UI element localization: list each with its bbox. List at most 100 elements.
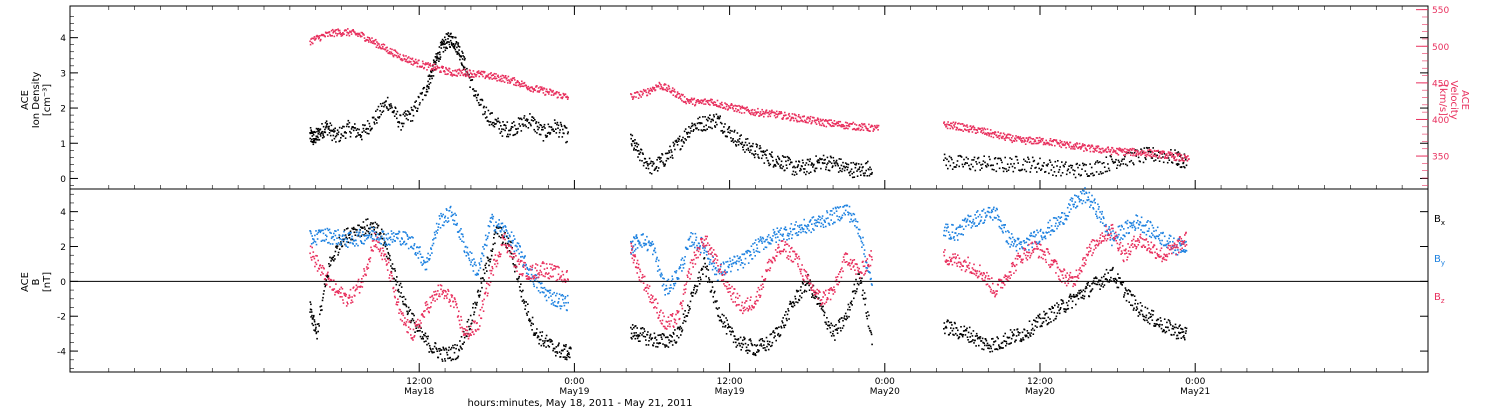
series-density-point: [499, 132, 502, 134]
series-by-point: [310, 243, 313, 245]
series-bx-point: [1089, 285, 1091, 287]
series-velocity-point: [398, 56, 401, 59]
series-velocity-point: [1042, 143, 1045, 146]
series-velocity-point: [986, 128, 989, 130]
series-velocity-point: [556, 91, 558, 93]
series-density-point: [1010, 163, 1012, 165]
series-velocity-point: [954, 123, 956, 125]
series-velocity-point: [1061, 143, 1064, 145]
series-bx-point: [662, 333, 665, 336]
series-bx-point: [1047, 323, 1049, 325]
series-density-point: [1006, 163, 1009, 165]
series-velocity-point: [399, 53, 401, 56]
series-velocity-point: [818, 120, 820, 123]
series-bx-point: [553, 347, 556, 350]
series-bx-point: [1080, 296, 1082, 299]
series-velocity-point: [841, 123, 843, 126]
series-bx-point: [494, 231, 497, 233]
series-bx-point: [447, 357, 449, 360]
series-bx-point: [479, 290, 482, 293]
series-density-point: [490, 123, 493, 126]
series-bx-point: [432, 348, 434, 350]
series-velocity-point: [657, 84, 659, 87]
series-density-point: [774, 165, 777, 167]
series-density-point: [870, 173, 873, 175]
series-density-point: [774, 164, 776, 166]
series-density-point: [516, 131, 519, 133]
series-density-point: [834, 164, 837, 167]
series-bx-point: [1148, 312, 1150, 314]
series-by-point: [758, 251, 761, 253]
series-velocity-point: [815, 119, 817, 122]
series-density-point: [770, 153, 772, 156]
series-by-point: [564, 296, 567, 298]
series-bx-point: [548, 339, 550, 342]
series-velocity-point: [1030, 137, 1032, 140]
series-bx-point: [1004, 332, 1006, 335]
series-by-point: [727, 265, 729, 268]
series-density-point: [782, 165, 784, 168]
series-velocity-point: [757, 111, 760, 113]
series-velocity-point: [470, 76, 472, 78]
series-bx-point: [412, 313, 414, 315]
series-bx-point: [1184, 332, 1187, 334]
series-density-point: [719, 115, 721, 117]
series-density-point: [488, 120, 490, 123]
series-density-point: [1124, 163, 1127, 166]
series-bx-point: [1012, 333, 1015, 335]
series-velocity-point: [410, 60, 412, 63]
series-velocity-point: [795, 119, 798, 122]
series-bx-point: [967, 339, 969, 341]
series-velocity-point: [821, 122, 824, 125]
series-by-point: [744, 257, 747, 260]
series-density-point: [536, 132, 538, 134]
series-density-point: [826, 163, 828, 166]
series-velocity-point: [764, 113, 766, 115]
series-bx-point: [1079, 291, 1081, 294]
series-by-point: [406, 233, 408, 236]
series-velocity-point: [1021, 139, 1024, 142]
series-velocity-point: [675, 95, 677, 97]
series-density-point: [716, 123, 718, 126]
series-density-point: [324, 122, 327, 124]
series-bx-point: [1117, 286, 1120, 289]
series-by-point: [739, 256, 741, 258]
series-bx-point: [312, 324, 315, 327]
series-bx-point: [848, 306, 851, 308]
series-by-point: [440, 212, 442, 215]
series-bx-point: [1093, 277, 1095, 280]
series-bx-point: [343, 238, 345, 241]
series-bx-point: [1060, 299, 1063, 301]
series-bx-point: [1180, 327, 1182, 330]
series-density-point: [829, 155, 832, 158]
series-by-point: [771, 240, 774, 242]
series-density-point: [494, 118, 497, 121]
series-density-point: [502, 128, 505, 131]
series-by-point: [423, 259, 425, 262]
series-bx-point: [1096, 283, 1099, 286]
series-velocity-point: [876, 124, 878, 127]
series-density-point: [446, 41, 448, 44]
series-velocity-point: [875, 127, 878, 129]
series-by-point: [312, 238, 314, 240]
series-bx-point: [963, 325, 966, 328]
series-velocity-point: [515, 84, 518, 87]
series-bx-point: [981, 337, 984, 340]
series-density-point: [850, 168, 853, 170]
series-bx-point: [648, 340, 650, 342]
series-density-point: [417, 107, 419, 110]
series-bx-point: [363, 234, 365, 236]
series-density-point: [1012, 170, 1015, 173]
series-velocity-point: [530, 90, 532, 92]
series-velocity-point: [539, 86, 541, 88]
series-bx-point: [657, 334, 659, 337]
series-by-point: [731, 259, 734, 261]
series-bx-point: [556, 352, 559, 354]
series-density-point: [1056, 165, 1058, 167]
series-by-point: [422, 263, 424, 265]
series-bx-point: [1056, 302, 1058, 304]
series-density-point: [1115, 158, 1117, 161]
series-density-point: [348, 121, 351, 124]
series-density-point: [418, 96, 420, 99]
series-density-point: [389, 107, 392, 110]
